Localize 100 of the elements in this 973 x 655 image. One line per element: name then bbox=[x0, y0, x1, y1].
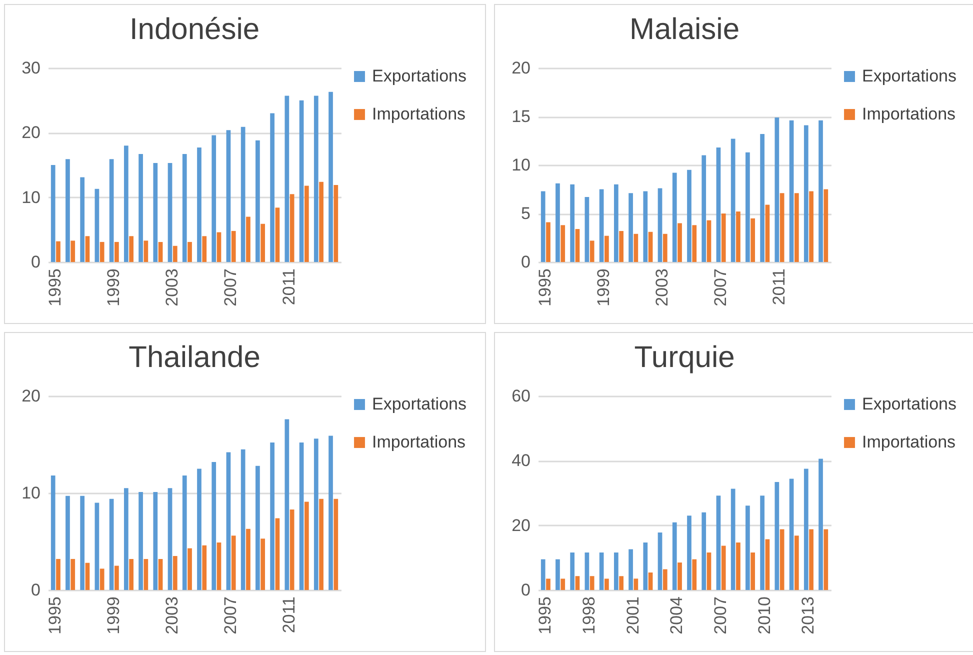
x-tick-label: 1999 bbox=[594, 268, 614, 306]
bar bbox=[774, 117, 780, 262]
bar bbox=[168, 488, 172, 590]
bar bbox=[328, 436, 333, 590]
bar bbox=[304, 502, 309, 590]
chart-title: Indonésie bbox=[129, 13, 260, 46]
bar bbox=[124, 146, 128, 262]
bar bbox=[138, 154, 143, 262]
bar bbox=[216, 232, 222, 262]
bar bbox=[599, 189, 604, 262]
legend-label: Importations bbox=[862, 104, 956, 124]
legend-label: Importations bbox=[372, 432, 466, 452]
bar bbox=[144, 558, 148, 590]
bar bbox=[760, 496, 764, 590]
bar bbox=[678, 223, 682, 262]
bar bbox=[240, 126, 246, 262]
x-tick-label: 1998 bbox=[580, 596, 599, 634]
bar bbox=[662, 234, 668, 262]
bar bbox=[85, 236, 90, 262]
chart-title: Thailande bbox=[128, 341, 260, 374]
bar bbox=[270, 442, 274, 590]
bar bbox=[628, 549, 633, 590]
bar bbox=[246, 216, 250, 262]
bar bbox=[824, 529, 828, 590]
x-tick-label: 2007 bbox=[711, 596, 730, 634]
x-tick-label: 2011 bbox=[769, 268, 788, 306]
bar bbox=[290, 509, 294, 590]
bar bbox=[56, 558, 60, 590]
bar bbox=[774, 482, 780, 590]
y-tick-label: 20 bbox=[22, 386, 40, 406]
bar bbox=[546, 578, 550, 590]
bar bbox=[334, 498, 338, 590]
y-tick-label: 0 bbox=[31, 580, 40, 600]
bar bbox=[672, 172, 677, 262]
bar bbox=[692, 559, 697, 590]
bar bbox=[256, 140, 260, 262]
bar bbox=[614, 184, 618, 262]
bar bbox=[716, 496, 721, 590]
bar bbox=[270, 113, 274, 262]
bar bbox=[334, 185, 338, 262]
bar bbox=[216, 542, 222, 590]
bar bbox=[804, 125, 808, 262]
bar bbox=[678, 562, 682, 590]
bar bbox=[634, 578, 638, 590]
bar bbox=[702, 512, 706, 590]
bar bbox=[328, 92, 333, 262]
bar bbox=[153, 163, 158, 262]
bar bbox=[687, 170, 692, 262]
bar bbox=[260, 538, 266, 590]
bar bbox=[619, 576, 624, 590]
bar bbox=[56, 241, 60, 262]
bar bbox=[50, 165, 56, 262]
bar bbox=[540, 559, 546, 590]
x-tick-label: 2007 bbox=[221, 268, 240, 306]
bar bbox=[284, 96, 290, 262]
x-tick-label: 1995 bbox=[46, 596, 65, 634]
x-tick-label: 1995 bbox=[536, 268, 555, 306]
bar bbox=[575, 229, 580, 262]
chart-title: Malaisie bbox=[629, 13, 740, 46]
bar bbox=[789, 120, 794, 262]
bar bbox=[789, 478, 794, 590]
bar bbox=[129, 236, 134, 262]
bar bbox=[240, 449, 246, 590]
bar bbox=[721, 214, 726, 262]
x-tick-label: 2003 bbox=[162, 596, 182, 634]
bar bbox=[70, 558, 76, 590]
y-tick-label: 10 bbox=[22, 484, 40, 502]
bar bbox=[556, 559, 560, 590]
y-tick-label: 0 bbox=[31, 252, 40, 272]
bar bbox=[716, 148, 721, 262]
bar bbox=[619, 230, 624, 262]
bar bbox=[794, 536, 799, 590]
x-tick-label: 1999 bbox=[104, 596, 124, 634]
bar bbox=[319, 182, 324, 262]
bar bbox=[50, 476, 56, 590]
bar bbox=[109, 498, 114, 590]
bar bbox=[643, 542, 648, 590]
legend-label: Exportations bbox=[372, 394, 466, 414]
bar bbox=[643, 191, 648, 262]
x-tick-label: 2011 bbox=[279, 596, 298, 634]
bar bbox=[231, 230, 236, 262]
bar bbox=[590, 576, 594, 590]
bar bbox=[319, 498, 324, 590]
bar bbox=[275, 518, 280, 590]
bar bbox=[780, 529, 784, 590]
bar bbox=[824, 189, 828, 262]
bar bbox=[124, 488, 128, 590]
y-tick-label: 15 bbox=[512, 107, 530, 126]
bar bbox=[94, 188, 100, 262]
bar bbox=[100, 242, 104, 262]
y-tick-label: 0 bbox=[521, 580, 530, 600]
bar bbox=[299, 442, 304, 590]
bar bbox=[197, 468, 202, 590]
x-tick-label: 2011 bbox=[279, 268, 298, 306]
bar bbox=[202, 236, 207, 262]
y-tick-label: 40 bbox=[512, 451, 530, 470]
bar bbox=[599, 552, 604, 590]
x-tick-label: 1995 bbox=[46, 268, 65, 306]
bar bbox=[314, 438, 318, 590]
bar bbox=[158, 242, 163, 262]
